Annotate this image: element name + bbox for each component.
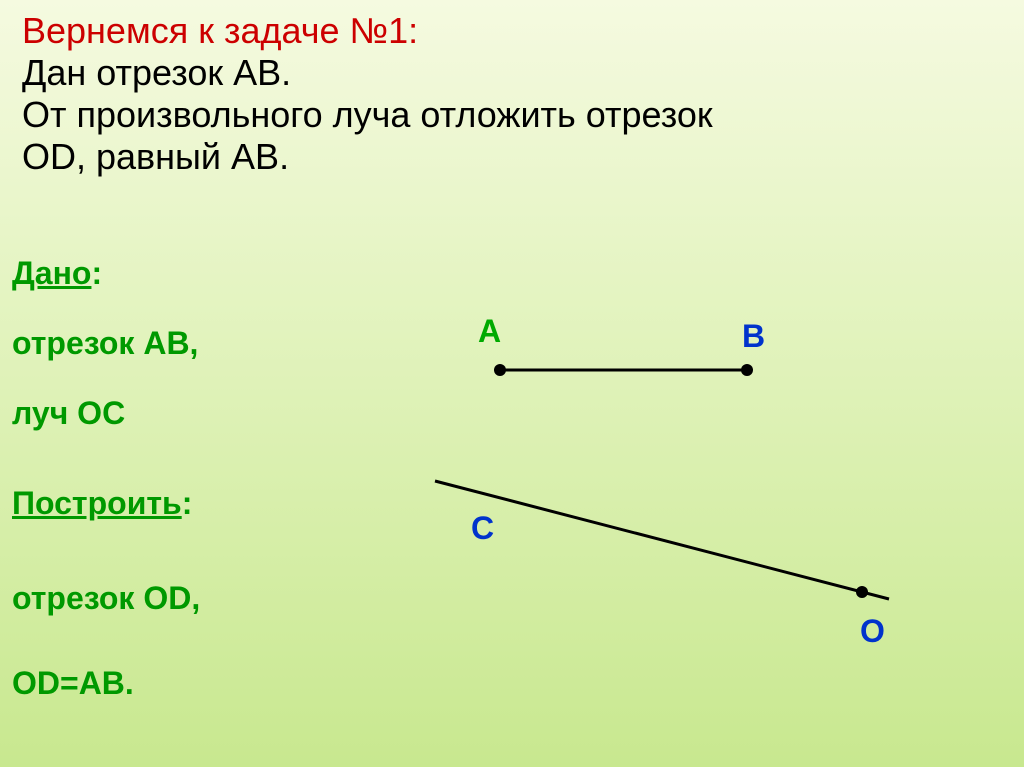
given-item2: луч ОС <box>12 395 125 432</box>
title-line3: От произвольного луча отложить отрезок <box>22 94 713 136</box>
given-block: Дано: <box>12 255 102 292</box>
label-a: А <box>478 313 501 350</box>
label-b: В <box>742 318 765 355</box>
build-heading: Построить: <box>12 485 192 522</box>
ray-oc-line <box>435 481 889 599</box>
point-o <box>856 586 868 598</box>
title-block: Вернемся к задаче №1: Дан отрезок АВ. От… <box>22 10 713 178</box>
title-line2: Дан отрезок АВ. <box>22 52 713 94</box>
build-block: Построить: <box>12 485 192 522</box>
build-item2: OD=АВ. <box>12 665 134 702</box>
build-item1: отрезок OD, <box>12 580 200 617</box>
given-item1: отрезок АВ, <box>12 325 198 362</box>
point-a <box>494 364 506 376</box>
label-o: О <box>860 613 885 650</box>
title-line4: OD, равный АВ. <box>22 136 713 178</box>
title-line1: Вернемся к задаче №1: <box>22 10 713 52</box>
given-heading: Дано: <box>12 255 102 292</box>
label-c: С <box>471 510 494 547</box>
point-b <box>741 364 753 376</box>
